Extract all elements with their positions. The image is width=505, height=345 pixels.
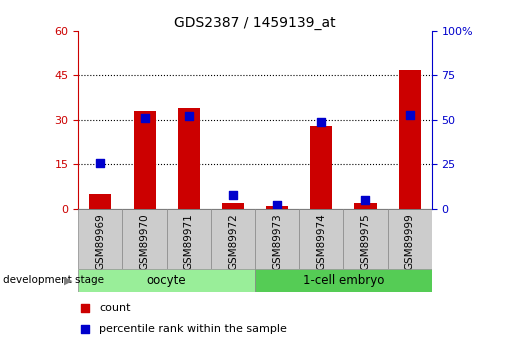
Bar xyxy=(355,203,377,209)
Bar xyxy=(123,209,167,269)
Bar xyxy=(255,209,299,269)
Text: GSM89969: GSM89969 xyxy=(95,214,106,270)
Bar xyxy=(343,209,388,269)
Point xyxy=(185,114,193,119)
Bar xyxy=(178,108,200,209)
Point xyxy=(81,326,89,331)
Text: 1-cell embryo: 1-cell embryo xyxy=(302,274,384,287)
Bar xyxy=(310,126,332,209)
Text: percentile rank within the sample: percentile rank within the sample xyxy=(99,324,287,334)
Point xyxy=(273,203,281,208)
Text: oocyte: oocyte xyxy=(147,274,186,287)
Bar xyxy=(133,111,156,209)
Bar xyxy=(167,209,211,269)
Title: GDS2387 / 1459139_at: GDS2387 / 1459139_at xyxy=(174,16,336,30)
Point xyxy=(362,197,370,203)
Bar xyxy=(388,209,432,269)
Bar xyxy=(255,269,432,292)
Text: GSM89974: GSM89974 xyxy=(316,214,326,270)
Bar xyxy=(266,206,288,209)
Bar xyxy=(398,70,421,209)
Bar xyxy=(222,203,244,209)
Bar xyxy=(78,269,255,292)
Bar xyxy=(89,194,112,209)
Point xyxy=(140,115,148,121)
Bar xyxy=(78,209,123,269)
Bar xyxy=(211,209,255,269)
Text: GSM89971: GSM89971 xyxy=(184,214,194,270)
Text: GSM89972: GSM89972 xyxy=(228,214,238,270)
Text: ▶: ▶ xyxy=(64,275,72,285)
Text: GSM89975: GSM89975 xyxy=(361,214,371,270)
Point xyxy=(317,119,325,125)
Point xyxy=(406,112,414,117)
Point xyxy=(96,160,105,165)
Text: development stage: development stage xyxy=(3,275,104,285)
Text: count: count xyxy=(99,303,131,313)
Point xyxy=(229,192,237,197)
Bar xyxy=(299,209,343,269)
Text: GSM89973: GSM89973 xyxy=(272,214,282,270)
Point xyxy=(81,305,89,310)
Text: GSM89999: GSM89999 xyxy=(405,214,415,270)
Text: GSM89970: GSM89970 xyxy=(139,214,149,270)
